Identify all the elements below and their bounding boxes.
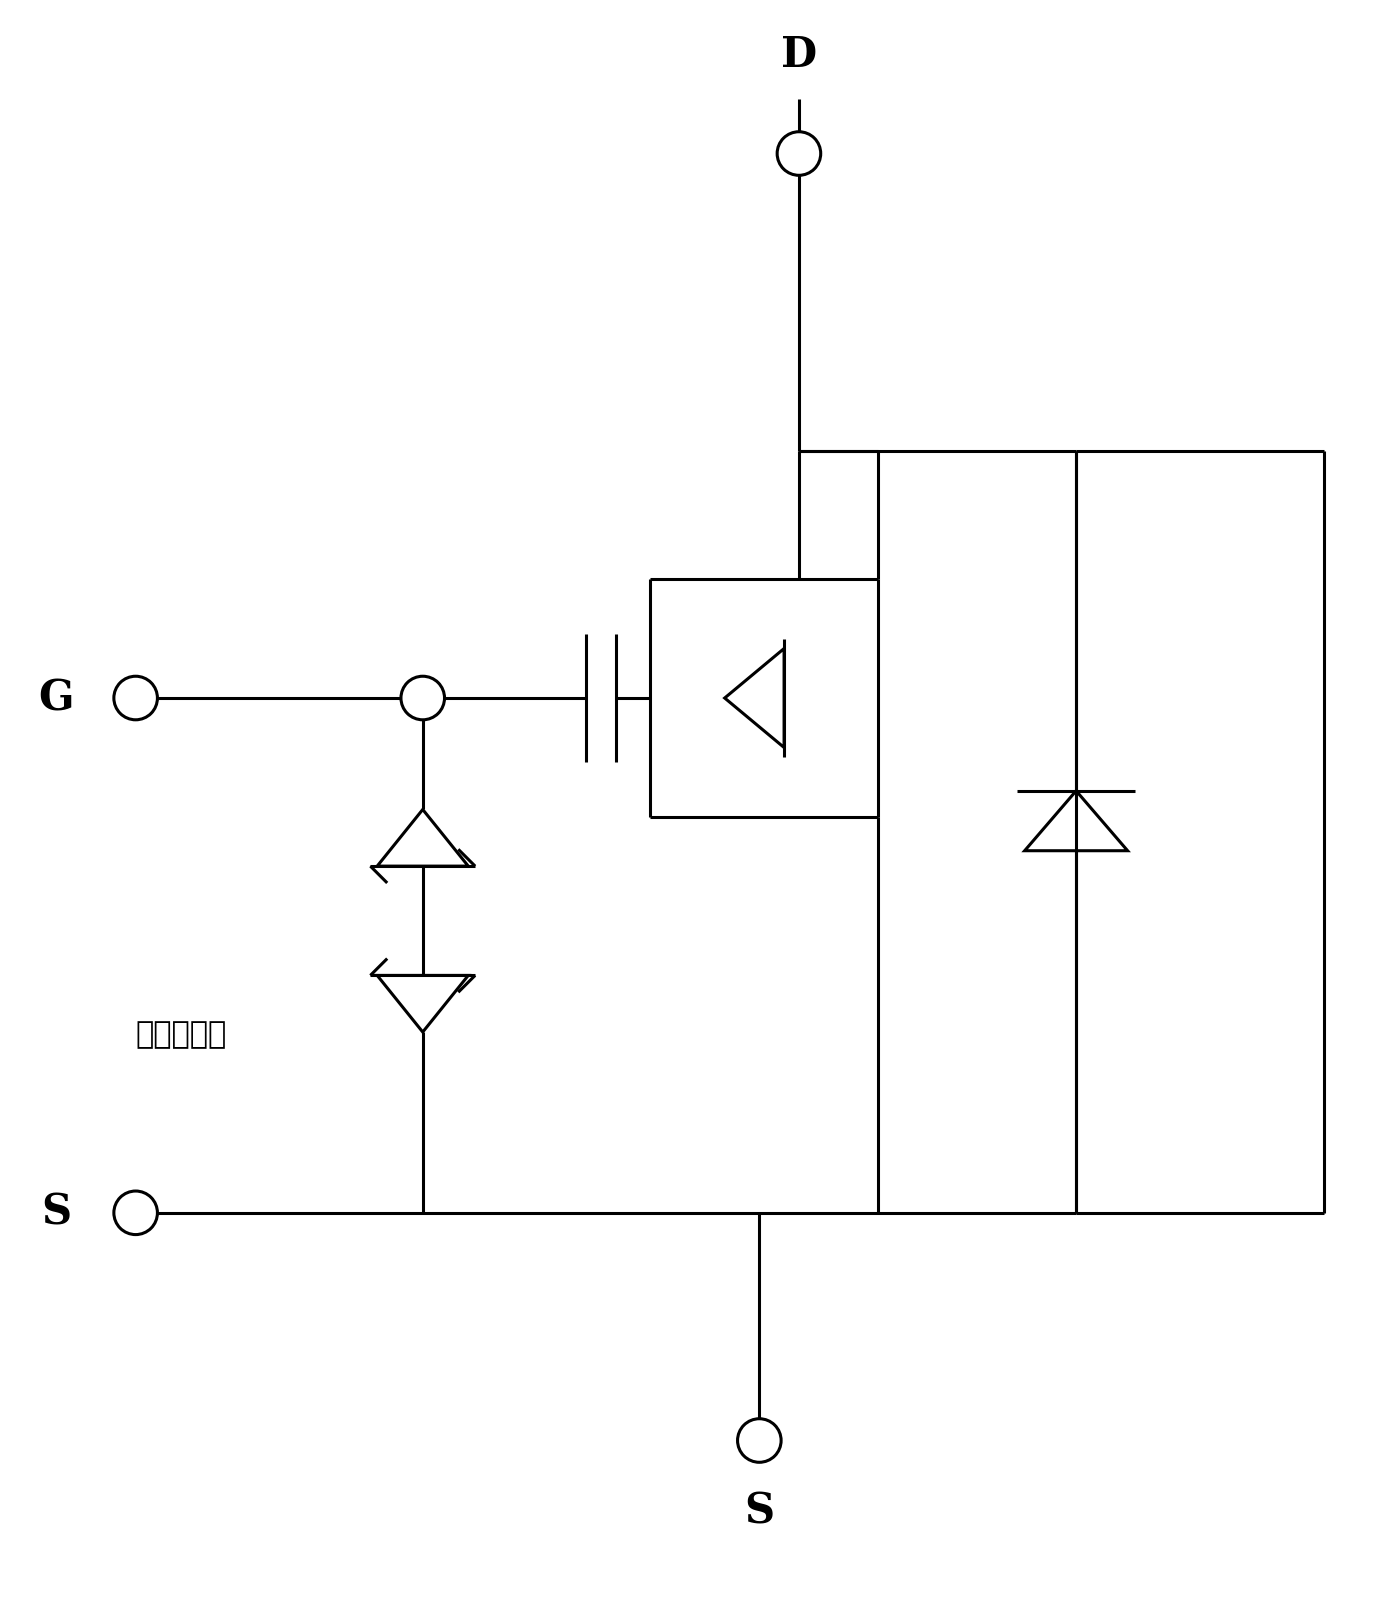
Text: S: S — [42, 1191, 72, 1234]
Text: D: D — [781, 34, 817, 75]
Circle shape — [114, 676, 157, 720]
Text: S: S — [745, 1490, 774, 1532]
Text: G: G — [39, 677, 74, 719]
Circle shape — [738, 1418, 781, 1463]
Text: 齐纳二极管: 齐纳二极管 — [136, 1020, 227, 1049]
Circle shape — [114, 1191, 157, 1234]
Circle shape — [777, 131, 821, 176]
Circle shape — [401, 676, 444, 720]
